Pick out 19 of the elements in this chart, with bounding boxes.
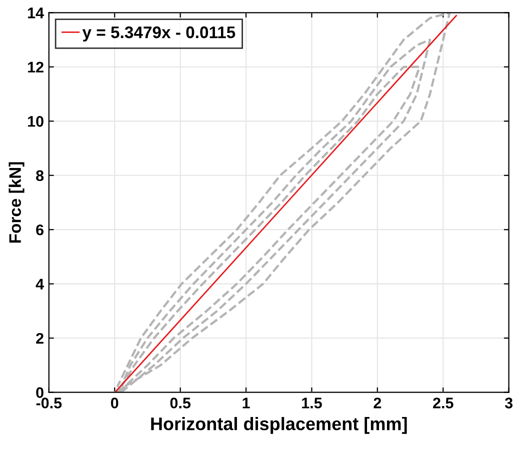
y-tick-label: 2 [36,332,44,344]
y-tick-label: 14 [28,8,44,18]
legend-label: y = 5.3479x - 0.0115 [82,26,236,42]
x-tick-label: 2 [374,398,382,408]
y-tick-label: 12 [28,62,44,72]
x-tick-label: 0 [110,398,118,408]
x-axis-title: Horizontal displacement [mm] [151,416,407,434]
x-tick-label: 1 [242,398,250,408]
x-tick-label: 2.5 [433,398,454,408]
y-tick-label: 4 [36,278,44,290]
x-tick-label: -0.5 [36,398,62,408]
y-tick-label: 6 [36,224,44,236]
x-tick-label: 3 [504,398,513,408]
x-tick-label: 1.5 [302,398,322,408]
x-tick-label: 0.5 [170,398,191,408]
y-tick-label: 10 [28,116,44,127]
y-tick-label: 8 [36,170,44,182]
y-axis-title: Force [kN] [8,162,24,243]
y-tick-label: 0 [36,387,44,398]
